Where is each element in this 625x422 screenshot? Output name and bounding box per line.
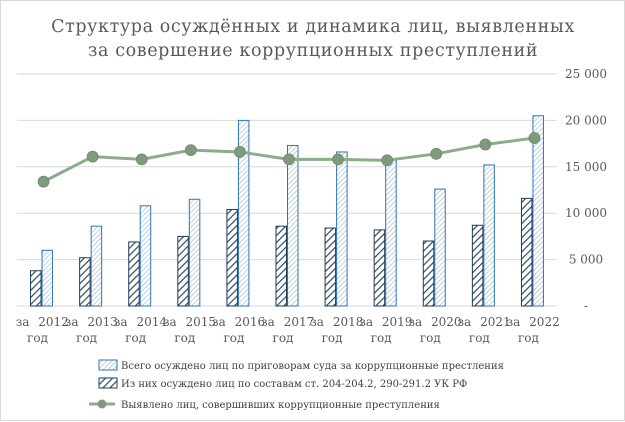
x-category-suffix: год bbox=[27, 331, 48, 345]
x-category-prefix: за bbox=[114, 315, 128, 329]
x-category-suffix: год bbox=[174, 331, 195, 345]
line-series bbox=[37, 132, 541, 188]
line-point bbox=[37, 175, 50, 188]
legend-swatch-marker bbox=[97, 399, 107, 409]
bar-convicted-articles bbox=[520, 197, 533, 307]
y-tick-label: 20 000 bbox=[565, 113, 607, 127]
x-category-year: 2013 bbox=[87, 315, 118, 329]
x-category-year: 2012 bbox=[38, 315, 69, 329]
x-category-year: 2015 bbox=[186, 315, 217, 329]
x-category-prefix: за bbox=[261, 315, 275, 329]
y-tick-label: - bbox=[584, 299, 588, 313]
chart-title-line: Структура осуждённых и динамика лиц, выя… bbox=[51, 17, 575, 37]
x-category-prefix: за bbox=[212, 315, 226, 329]
bar-convicted-articles bbox=[324, 227, 337, 307]
x-category-suffix: год bbox=[125, 331, 146, 345]
bar-convicted-total bbox=[41, 249, 54, 307]
x-category-year: 2014 bbox=[136, 315, 167, 329]
x-category-suffix: год bbox=[76, 331, 97, 345]
bar-convicted-total bbox=[434, 188, 446, 307]
bar-convicted-articles bbox=[128, 241, 140, 307]
bar-convicted-articles bbox=[177, 235, 189, 307]
bar-convicted-articles bbox=[422, 240, 435, 307]
x-category-prefix: за bbox=[163, 315, 177, 329]
x-category-prefix: за bbox=[408, 315, 422, 329]
legend-swatch-fine-hatch bbox=[98, 359, 118, 371]
legend-swatch-wide-hatch bbox=[98, 377, 118, 389]
bar-convicted-articles bbox=[226, 208, 238, 307]
bars bbox=[30, 115, 544, 307]
x-category-prefix: за bbox=[65, 315, 79, 329]
line-point bbox=[381, 154, 394, 167]
y-axis-ticks: - 5 000 10 000 15 000 20 000 25 000 bbox=[565, 67, 607, 313]
line-point bbox=[430, 147, 443, 160]
x-category-prefix: за bbox=[310, 315, 324, 329]
bar-convicted-total bbox=[532, 115, 544, 307]
x-category-suffix: год bbox=[420, 331, 441, 345]
x-category-suffix: год bbox=[371, 331, 392, 345]
chart-title-line: за совершение коррупционных преступлений bbox=[88, 41, 538, 61]
line-point bbox=[135, 153, 148, 166]
bar-convicted-total bbox=[188, 198, 201, 307]
x-category-year: 2021 bbox=[480, 315, 511, 329]
legend: Всего осуждено лиц по приговорам суда за… bbox=[89, 359, 504, 411]
bar-convicted-total bbox=[139, 205, 152, 307]
x-category-year: 2018 bbox=[333, 315, 364, 329]
x-category-prefix: за bbox=[16, 315, 30, 329]
bar-convicted-articles bbox=[471, 224, 484, 307]
bar-convicted-total bbox=[385, 158, 397, 307]
x-category-suffix: год bbox=[223, 331, 244, 345]
line-point bbox=[332, 153, 344, 166]
x-category-prefix: за bbox=[359, 315, 373, 329]
y-tick-label: 10 000 bbox=[565, 206, 607, 220]
legend-label: Выявлено лиц, совершивших коррупционные … bbox=[121, 400, 440, 411]
bar-convicted-total bbox=[287, 144, 299, 307]
x-category-year: 2022 bbox=[529, 315, 560, 329]
line-point bbox=[86, 150, 99, 163]
y-tick-label: 25 000 bbox=[565, 67, 607, 81]
y-tick-label: 5 000 bbox=[569, 253, 603, 267]
line-point bbox=[528, 132, 541, 144]
x-category-suffix: год bbox=[469, 331, 490, 345]
x-category-suffix: год bbox=[518, 331, 539, 345]
x-category-year: 2019 bbox=[382, 315, 413, 329]
x-category-year: 2016 bbox=[235, 315, 266, 329]
bar-convicted-articles bbox=[373, 229, 386, 307]
line-point bbox=[234, 146, 246, 158]
bar-convicted-articles bbox=[275, 225, 287, 307]
x-category-suffix: год bbox=[273, 331, 294, 345]
legend-label: Всего осуждено лиц по приговорам суда за… bbox=[121, 361, 504, 372]
bar-convicted-total bbox=[237, 119, 250, 307]
x-category-year: 2020 bbox=[431, 315, 462, 329]
x-category-year: 2017 bbox=[284, 315, 315, 329]
x-category-prefix: за bbox=[507, 315, 521, 329]
bar-convicted-articles bbox=[79, 257, 91, 307]
line-point bbox=[184, 144, 197, 156]
bar-convicted-total bbox=[90, 225, 103, 307]
line-point bbox=[479, 138, 492, 151]
legend-label: Из них осуждено лиц по составам ст. 204-… bbox=[121, 379, 467, 390]
chart-title: Структура осуждённых и динамика лиц, выя… bbox=[51, 17, 575, 61]
x-category-prefix: за bbox=[458, 315, 472, 329]
bar-convicted-total bbox=[336, 151, 348, 307]
bar-convicted-articles bbox=[30, 270, 42, 307]
x-category-suffix: год bbox=[322, 331, 343, 345]
y-tick-label: 15 000 bbox=[565, 160, 607, 174]
bar-convicted-total bbox=[483, 164, 495, 307]
line-point bbox=[283, 153, 295, 166]
